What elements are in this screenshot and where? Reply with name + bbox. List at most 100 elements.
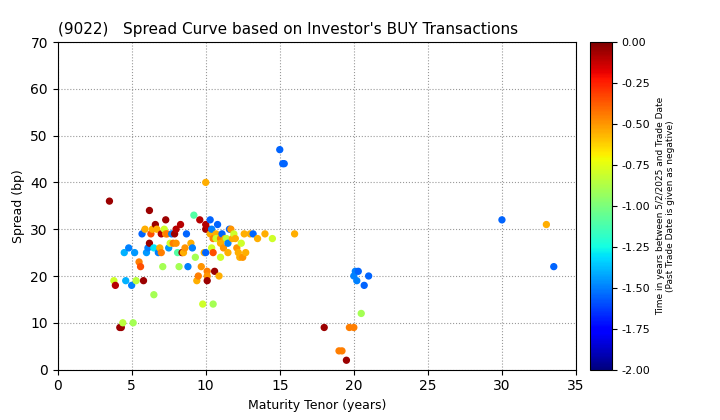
Point — [144, 207, 156, 214]
Point — [156, 231, 167, 237]
Point — [343, 324, 355, 331]
Point — [200, 226, 212, 233]
Point — [179, 244, 191, 251]
Point — [196, 263, 207, 270]
Point — [221, 235, 233, 242]
Point — [181, 231, 192, 237]
Point — [230, 235, 241, 242]
Y-axis label: Spread (bp): Spread (bp) — [12, 169, 24, 243]
Point — [139, 226, 150, 233]
Point — [351, 277, 363, 284]
Point — [215, 254, 226, 261]
Point — [167, 240, 179, 247]
Point — [148, 291, 160, 298]
Point — [156, 249, 167, 256]
Point — [151, 226, 163, 233]
Point — [129, 249, 140, 256]
Point — [209, 268, 220, 275]
Point — [114, 324, 125, 331]
Point — [235, 240, 247, 247]
Point — [160, 216, 171, 223]
Point — [234, 254, 246, 261]
Point — [199, 249, 210, 256]
Point — [115, 324, 127, 331]
Point — [189, 254, 201, 261]
Point — [227, 235, 238, 242]
Point — [202, 277, 213, 284]
Point — [222, 249, 234, 256]
Point — [363, 273, 374, 279]
Point — [147, 226, 158, 233]
Point — [130, 277, 142, 284]
Point — [119, 249, 130, 256]
Point — [203, 226, 215, 233]
Point — [145, 231, 157, 237]
Point — [222, 240, 234, 247]
Point — [171, 240, 182, 247]
Point — [120, 277, 132, 284]
Point — [206, 226, 217, 233]
Point — [259, 231, 271, 237]
Point — [133, 259, 145, 265]
Point — [207, 249, 219, 256]
Point — [182, 263, 194, 270]
Point — [496, 216, 508, 223]
Point — [108, 277, 120, 284]
Point — [318, 324, 330, 331]
Point — [219, 235, 230, 242]
Point — [144, 240, 156, 247]
Point — [163, 244, 174, 251]
Point — [238, 231, 250, 237]
Point — [104, 198, 115, 205]
Point — [197, 301, 209, 307]
Point — [210, 231, 222, 237]
Point — [166, 231, 177, 237]
Point — [252, 235, 264, 242]
Point — [164, 240, 176, 247]
Point — [204, 231, 216, 237]
Point — [150, 221, 161, 228]
Point — [200, 221, 212, 228]
Point — [127, 320, 139, 326]
Point — [341, 357, 352, 364]
Text: (9022)   Spread Curve based on Investor's BUY Transactions: (9022) Spread Curve based on Investor's … — [58, 22, 518, 37]
Point — [356, 310, 367, 317]
Point — [136, 231, 148, 237]
Point — [188, 212, 199, 218]
Point — [171, 226, 182, 233]
Point — [240, 249, 251, 256]
Point — [217, 244, 229, 251]
Point — [548, 263, 559, 270]
Point — [274, 146, 286, 153]
Point — [237, 254, 248, 261]
Point — [138, 277, 149, 284]
Point — [148, 244, 160, 251]
Point — [154, 244, 166, 251]
Point — [216, 231, 228, 237]
Point — [176, 249, 188, 256]
Point — [277, 160, 289, 167]
Point — [153, 249, 164, 256]
Point — [194, 216, 205, 223]
Point — [210, 235, 222, 242]
Point — [172, 249, 184, 256]
Point — [140, 249, 152, 256]
Point — [213, 273, 225, 279]
Point — [279, 160, 290, 167]
Point — [207, 301, 219, 307]
Point — [169, 231, 181, 237]
Point — [207, 235, 219, 242]
Point — [215, 235, 226, 242]
Point — [185, 240, 197, 247]
Point — [348, 273, 359, 279]
Point — [117, 320, 129, 326]
Point — [233, 249, 244, 256]
Point — [336, 347, 348, 354]
Point — [135, 263, 146, 270]
Point — [212, 221, 223, 228]
Point — [289, 231, 300, 237]
Point — [175, 221, 186, 228]
Point — [174, 263, 185, 270]
X-axis label: Maturity Tenor (years): Maturity Tenor (years) — [248, 399, 386, 412]
Point — [200, 179, 212, 186]
